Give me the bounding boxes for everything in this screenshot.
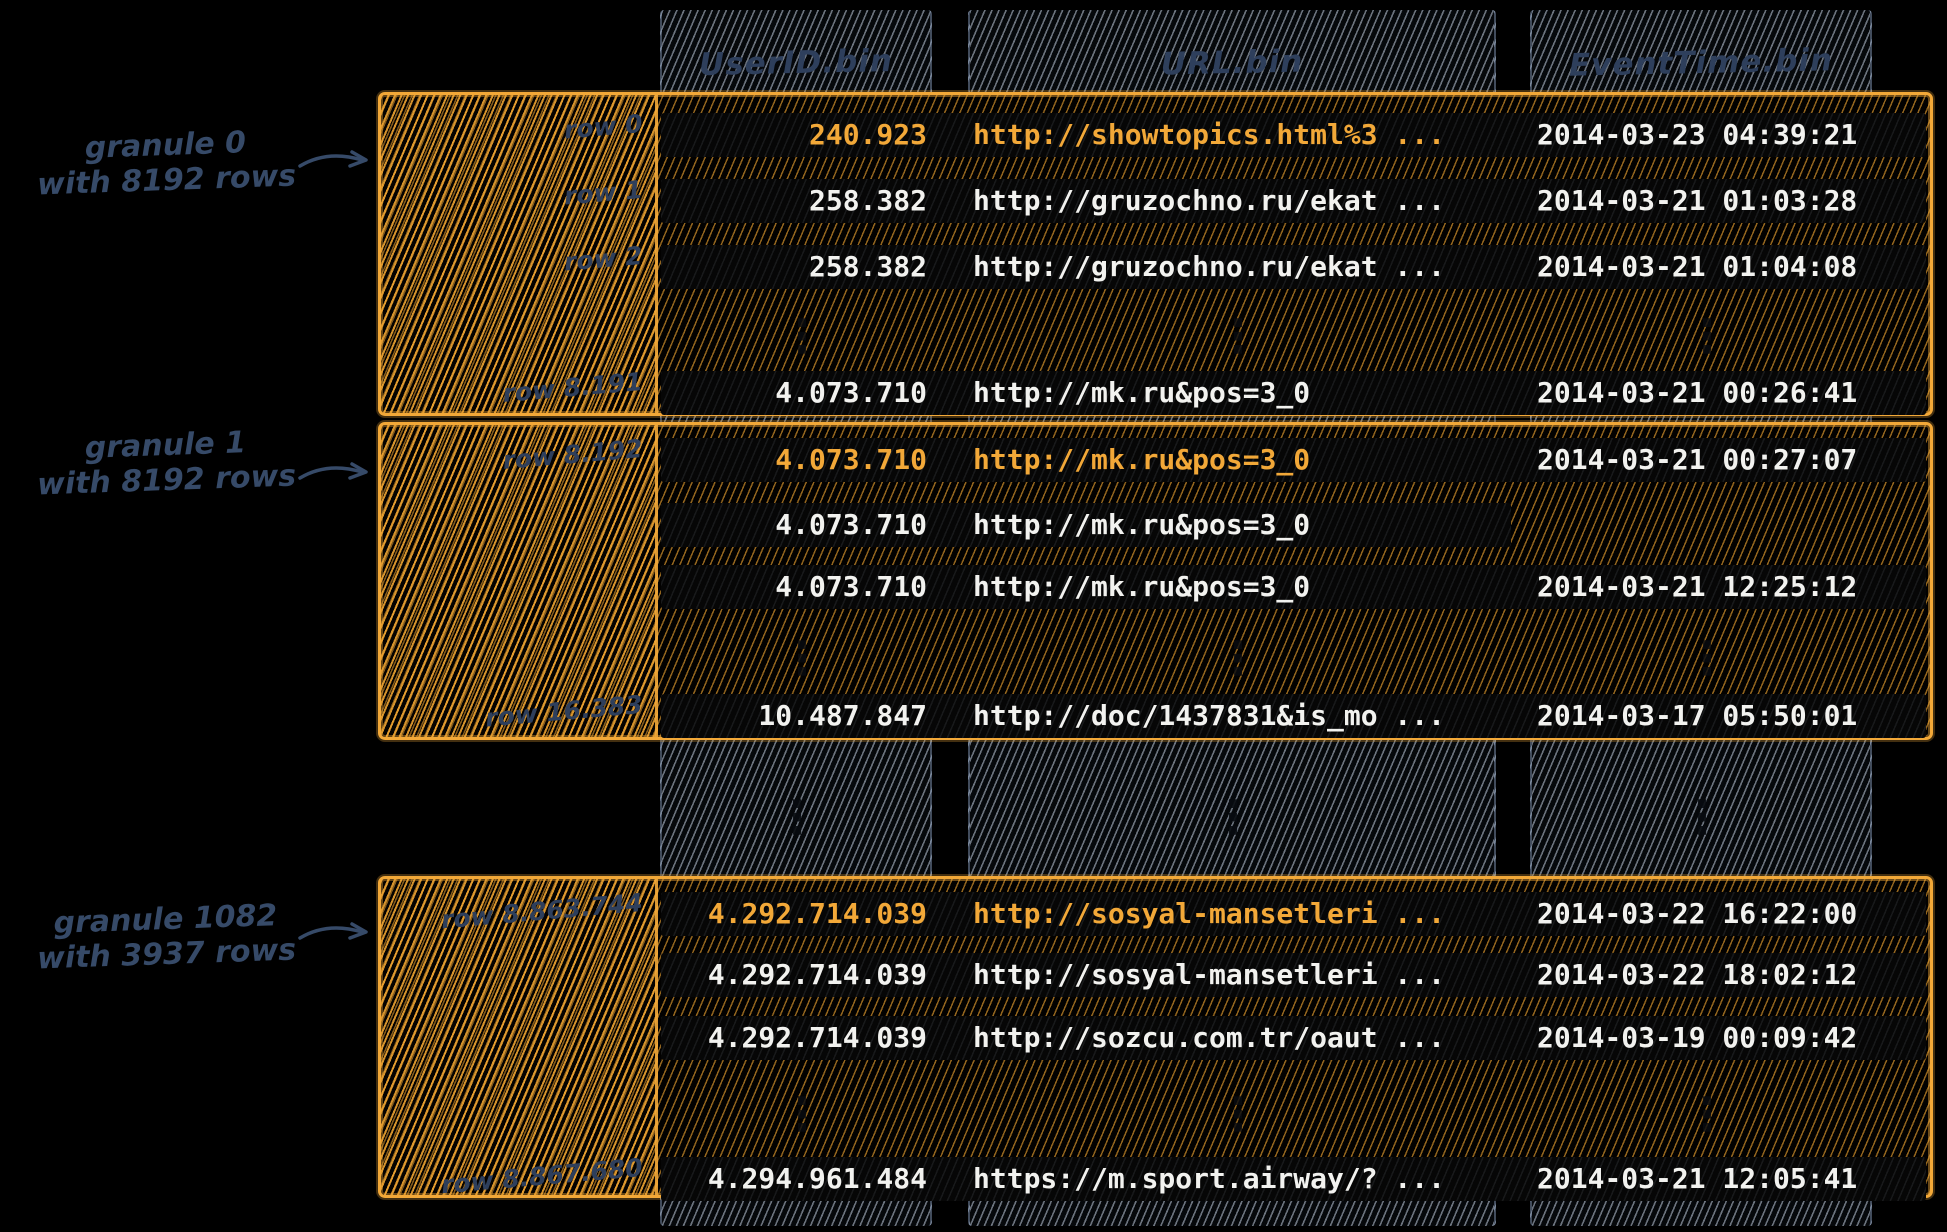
eventtime-cell: 2014-03-21 00:27:07	[1537, 443, 1858, 476]
granule-0-row-labels: row 0 row 1 row 2 row 8.191	[381, 95, 658, 413]
granule-1-row-labels: row 8.192 row 16.383	[381, 425, 658, 737]
userid-cell: 4.073.710	[775, 570, 927, 603]
granule-0-group: row 0 row 1 row 2 row 8.191 240.923 http…	[378, 92, 1933, 416]
url-cell: http://gruzochno.ru/ekat ...	[973, 184, 1446, 217]
table-row: 4.292.714.039 http://sosyal-mansetleri .…	[661, 953, 1926, 997]
ellipsis-dots: ⋮	[1215, 309, 1261, 363]
row-label: row 1	[562, 174, 644, 211]
eventtime-cell: 2014-03-22 16:22:00	[1537, 897, 1858, 930]
userid-cell: 4.073.710	[775, 376, 927, 409]
ellipsis-dots: ⋮	[779, 631, 825, 685]
url-cell: http://mk.ru&pos=3_0	[973, 376, 1311, 409]
ellipsis-dots: ⋮	[1215, 1087, 1261, 1141]
ellipsis-dots: ⋮	[1215, 631, 1261, 685]
table-row: 4.073.710 http://mk.ru&pos=3_0 2014-03-2…	[661, 438, 1926, 482]
url-cell: http://sosyal-mansetleri ...	[973, 897, 1446, 930]
table-row: 240.923 http://showtopics.html%3 ... 201…	[661, 113, 1926, 157]
eventtime-cell: 2014-03-22 18:02:12	[1537, 958, 1858, 991]
eventtime-cell: 2014-03-21 01:03:28	[1537, 184, 1858, 217]
userid-cell: 4.294.961.484	[707, 1162, 927, 1195]
table-row: 4.073.710 http://mk.ru&pos=3_0 2014-03-2…	[661, 371, 1926, 415]
granule-1-annotation: granule 1 with 8192 rows	[15, 423, 317, 503]
url-cell: http://mk.ru&pos=3_0	[973, 443, 1311, 476]
table-row: 4.073.710 http://mk.ru&pos=3_0	[661, 503, 1511, 547]
eventtime-cell: 2014-03-21 01:04:08	[1537, 250, 1858, 283]
url-cell: http://doc/1437831&is_mo ...	[973, 699, 1446, 732]
userid-column-header: UserID.bin	[698, 42, 894, 84]
arrow-right-icon	[298, 922, 368, 940]
ellipsis-dots: ⋮	[1684, 1087, 1730, 1141]
url-cell: http://sosyal-mansetleri ...	[973, 958, 1446, 991]
granule-1082-group: row 8.863.744 row 8.867.680 4.292.714.03…	[378, 876, 1933, 1201]
userid-cell: 4.292.714.039	[707, 958, 927, 991]
url-cell: http://mk.ru&pos=3_0	[973, 570, 1311, 603]
userid-cell: 4.073.710	[775, 508, 927, 541]
ellipsis-dots: ⋮	[1210, 790, 1256, 844]
ellipsis-dots: ⋮	[779, 1087, 825, 1141]
table-row: 4.294.961.484 https://m.sport.airway/? .…	[661, 1157, 1926, 1201]
table-row: 4.073.710 http://mk.ru&pos=3_0 2014-03-2…	[661, 565, 1926, 609]
row-label: row 8.192	[501, 433, 644, 476]
arrow-right-icon	[298, 150, 368, 168]
userid-cell: 4.292.714.039	[707, 897, 927, 930]
eventtime-cell: 2014-03-17 05:50:01	[1537, 699, 1858, 732]
userid-cell: 258.382	[808, 250, 927, 283]
row-label: row 8.191	[501, 366, 644, 409]
row-label: row 8.867.680	[439, 1152, 644, 1200]
table-row: 4.292.714.039 http://sozcu.com.tr/oaut .…	[661, 1016, 1926, 1060]
ellipsis-dots: ⋮	[1684, 309, 1730, 363]
granule-1-group: row 8.192 row 16.383 4.073.710 http://mk…	[378, 422, 1933, 740]
table-row: 258.382 http://gruzochno.ru/ekat ... 201…	[661, 245, 1926, 289]
row-label: row 8.863.744	[439, 887, 644, 935]
granule-0-annotation: granule 0 with 8192 rows	[15, 123, 317, 203]
table-row: 10.487.847 http://doc/1437831&is_mo ... …	[661, 694, 1926, 738]
ellipsis-dots: ⋮	[779, 309, 825, 363]
ellipsis-dots: ⋮	[774, 790, 820, 844]
ellipsis-dots: ⋮	[1684, 631, 1730, 685]
url-cell: http://gruzochno.ru/ekat ...	[973, 250, 1446, 283]
granule-1082-annotation: granule 1082 with 3937 rows	[15, 897, 317, 977]
table-row: 4.292.714.039 http://sosyal-mansetleri .…	[661, 892, 1926, 936]
granule-1082-row-labels: row 8.863.744 row 8.867.680	[381, 879, 658, 1199]
url-cell: http://showtopics.html%3 ...	[973, 118, 1446, 151]
url-cell: https://m.sport.airway/? ...	[973, 1162, 1446, 1195]
userid-cell: 240.923	[808, 118, 927, 151]
url-cell: http://mk.ru&pos=3_0	[973, 508, 1311, 541]
ellipsis-dots: ⋮	[1679, 790, 1725, 844]
eventtime-cell: 2014-03-21 12:25:12	[1537, 570, 1858, 603]
userid-cell: 4.292.714.039	[707, 1021, 927, 1054]
eventtime-cell: 2014-03-21 00:26:41	[1537, 376, 1858, 409]
eventtime-column-header: EventTime.bin	[1568, 42, 1834, 84]
eventtime-cell: 2014-03-23 04:39:21	[1537, 118, 1858, 151]
userid-cell: 258.382	[808, 184, 927, 217]
table-row: 258.382 http://gruzochno.ru/ekat ... 201…	[661, 179, 1926, 223]
userid-cell: 4.073.710	[775, 443, 927, 476]
row-label: row 2	[562, 240, 644, 277]
arrow-right-icon	[298, 462, 368, 480]
eventtime-cell: 2014-03-19 00:09:42	[1537, 1021, 1858, 1054]
eventtime-cell: 2014-03-21 12:05:41	[1537, 1162, 1858, 1195]
userid-cell: 10.487.847	[758, 699, 927, 732]
url-cell: http://sozcu.com.tr/oaut ...	[973, 1021, 1446, 1054]
row-label: row 16.383	[484, 689, 644, 733]
row-label: row 0	[562, 108, 644, 145]
